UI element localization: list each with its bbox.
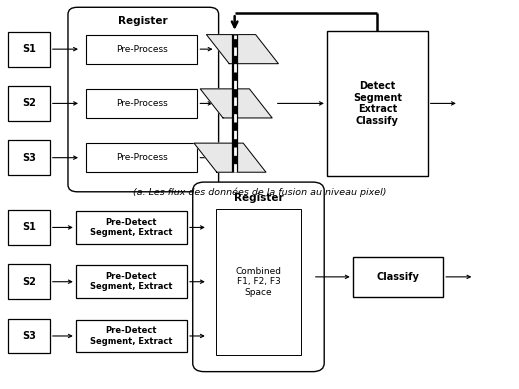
Text: Register: Register [118,16,168,26]
Bar [353,256,443,297]
Bar [8,210,50,245]
Text: Detect
Segment
Extract
Classify: Detect Segment Extract Classify [353,81,402,126]
Bar [8,32,50,67]
FancyBboxPatch shape [193,182,324,371]
Text: S1: S1 [22,223,36,233]
Text: Classify: Classify [376,272,419,282]
Text: S3: S3 [22,152,36,163]
Text: S3: S3 [22,331,36,341]
Text: S2: S2 [22,277,36,287]
Polygon shape [194,143,266,172]
Bar [8,264,50,299]
Text: Pre-Detect
Segment, Extract: Pre-Detect Segment, Extract [90,272,173,291]
Bar [76,265,187,298]
Polygon shape [207,35,278,64]
Text: Pre-Process: Pre-Process [116,45,168,54]
Bar [8,86,50,121]
Bar [86,143,197,172]
Text: Pre-Process: Pre-Process [116,99,168,108]
Bar [86,89,197,118]
Text: Register: Register [234,193,283,203]
Bar [86,35,197,64]
Text: S1: S1 [22,44,36,54]
Text: Combined
F1, F2, F3
Space: Combined F1, F2, F3 Space [236,267,281,297]
Bar [8,140,50,175]
Text: Pre-Detect
Segment, Extract: Pre-Detect Segment, Extract [90,218,173,237]
Bar [76,319,187,352]
Text: (a. Les flux des données de la fusion au niveau pixel): (a. Les flux des données de la fusion au… [133,188,386,197]
Polygon shape [200,89,272,118]
Text: Pre-Detect
Segment, Extract: Pre-Detect Segment, Extract [90,326,173,346]
Bar [76,211,187,244]
Bar [327,31,428,176]
Bar [215,209,302,355]
Text: Pre-Process: Pre-Process [116,153,168,162]
Bar [8,319,50,354]
Text: S2: S2 [22,98,36,109]
FancyBboxPatch shape [68,7,218,192]
